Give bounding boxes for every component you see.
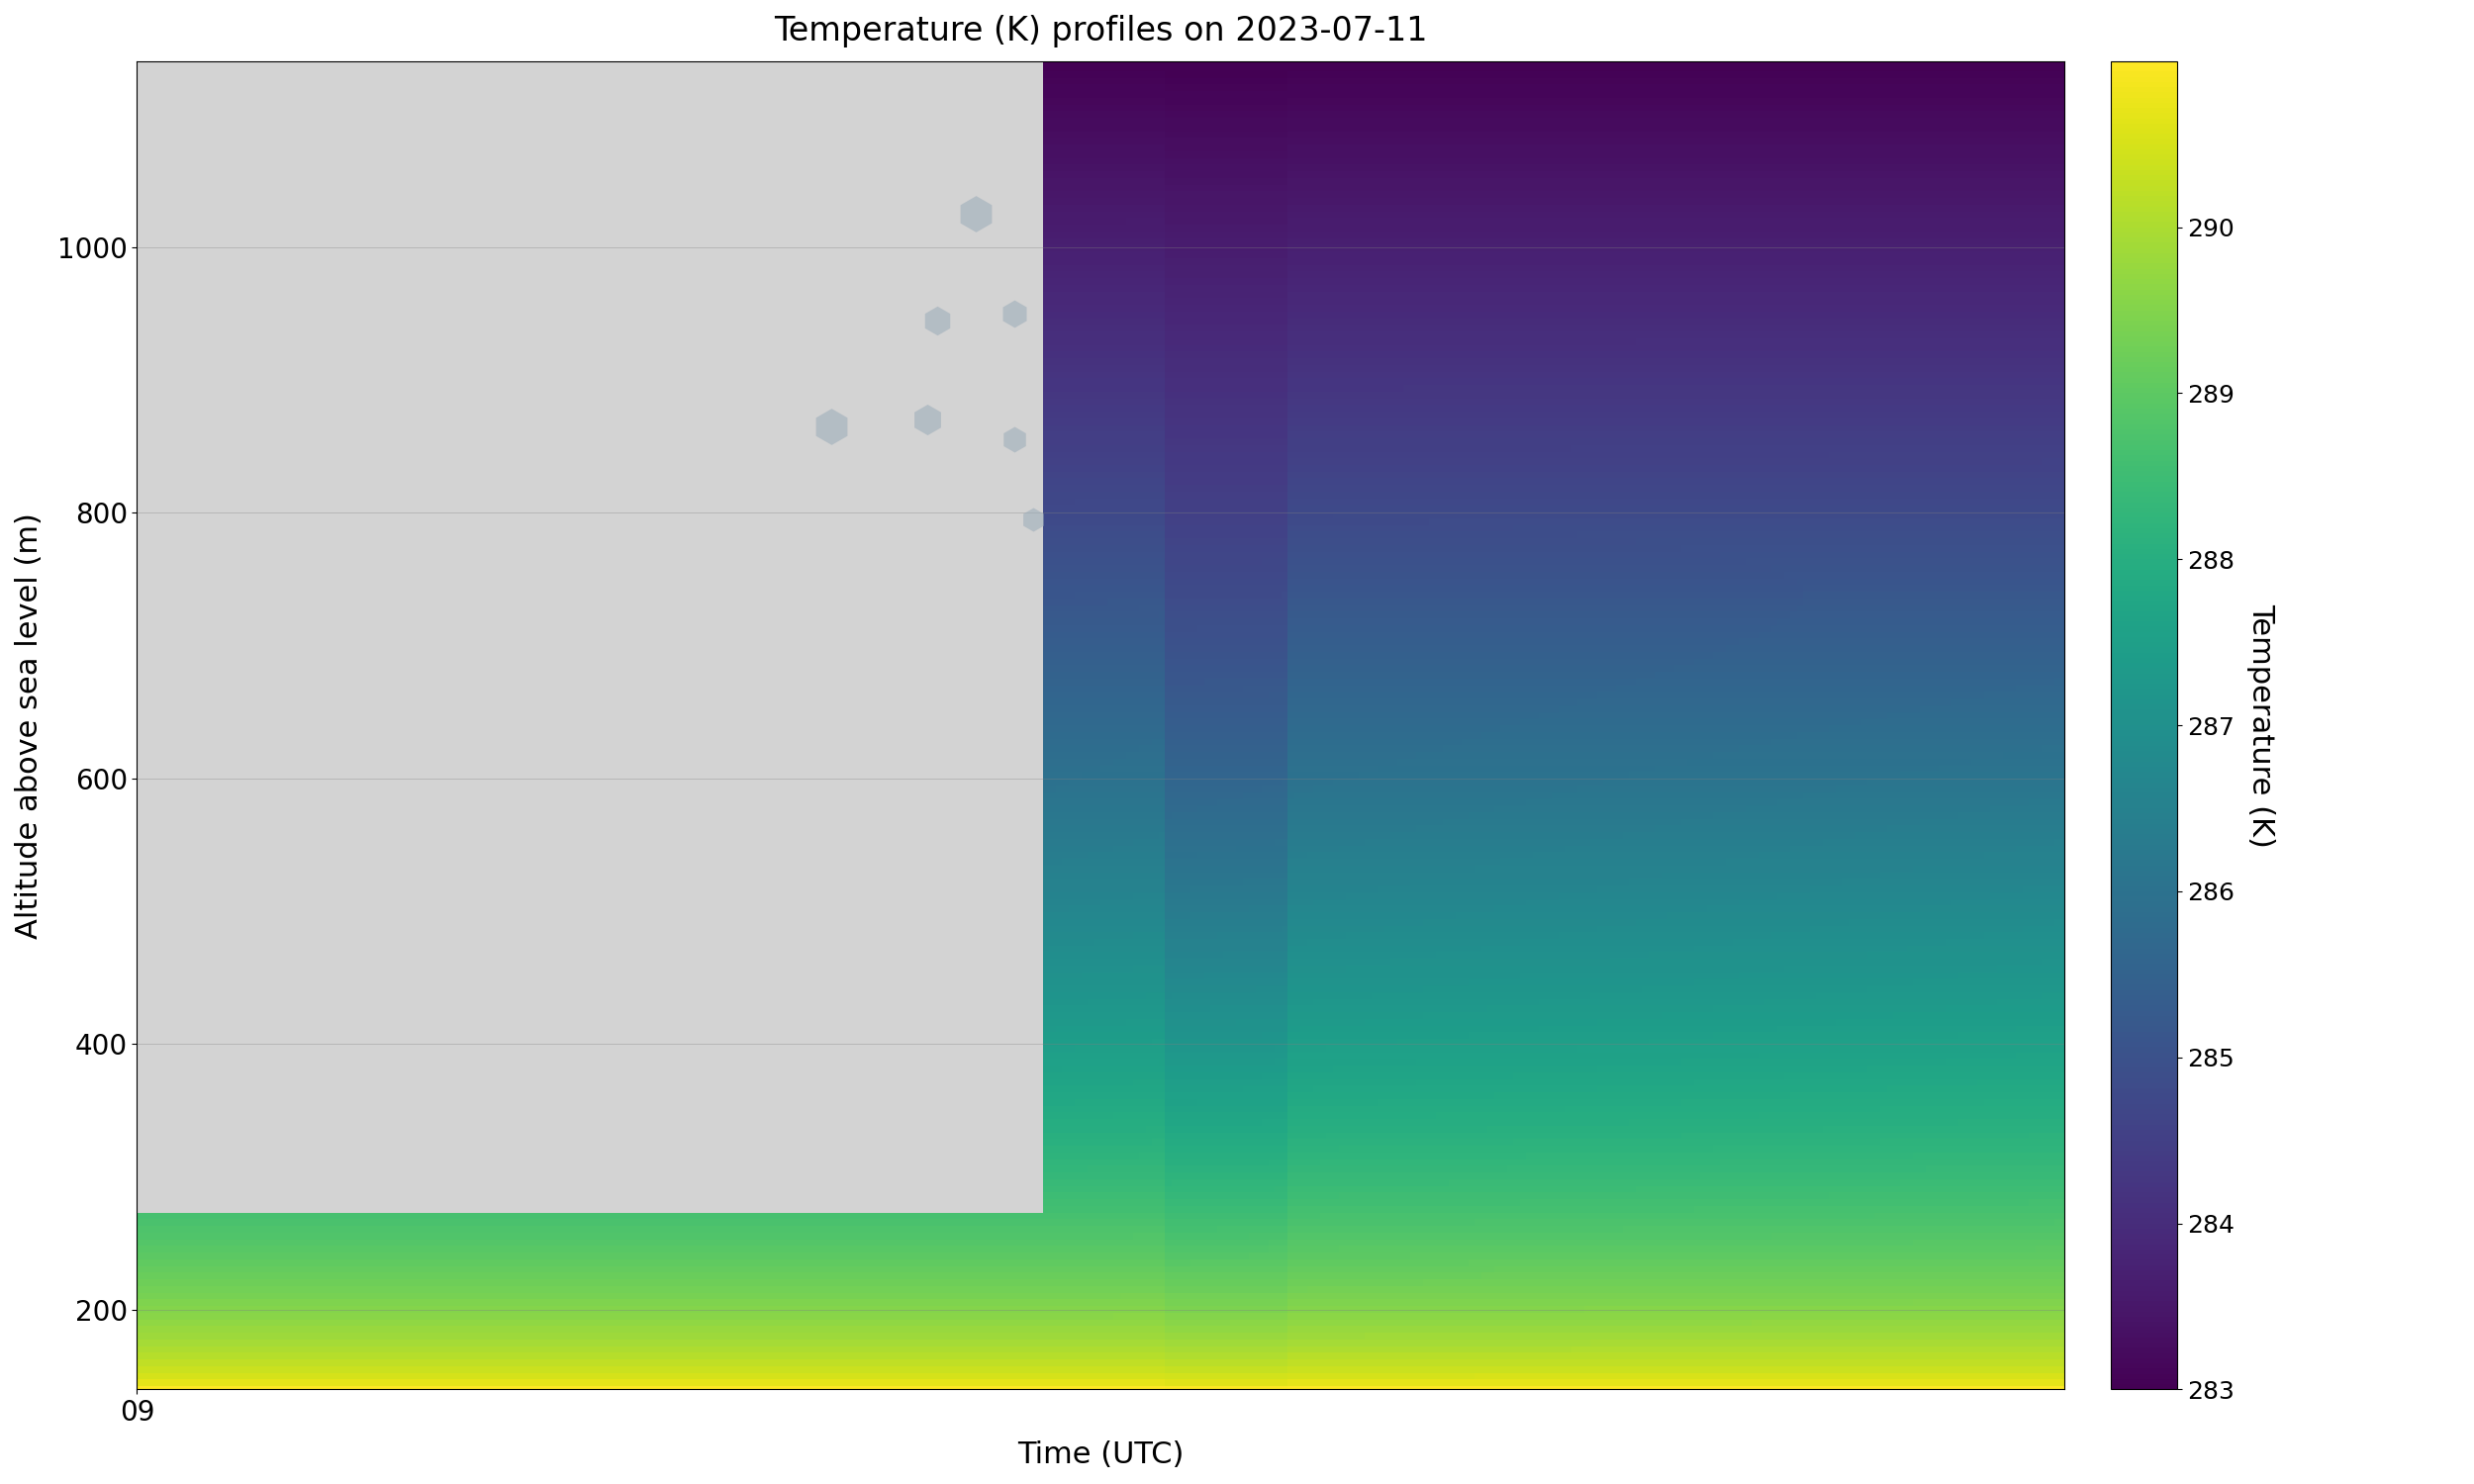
- Point: [908, 408, 948, 432]
- Point: [918, 309, 957, 332]
- Point: [1014, 508, 1054, 531]
- Point: [955, 202, 995, 226]
- Title: Temperature (K) profiles on 2023-07-11: Temperature (K) profiles on 2023-07-11: [774, 15, 1427, 47]
- Point: [995, 427, 1034, 451]
- Y-axis label: Temperature (K): Temperature (K): [2246, 603, 2276, 847]
- Y-axis label: Altitude above sea level (m): Altitude above sea level (m): [15, 512, 45, 938]
- Point: [995, 301, 1034, 325]
- X-axis label: Time (UTC): Time (UTC): [1017, 1441, 1185, 1469]
- Point: [811, 414, 851, 438]
